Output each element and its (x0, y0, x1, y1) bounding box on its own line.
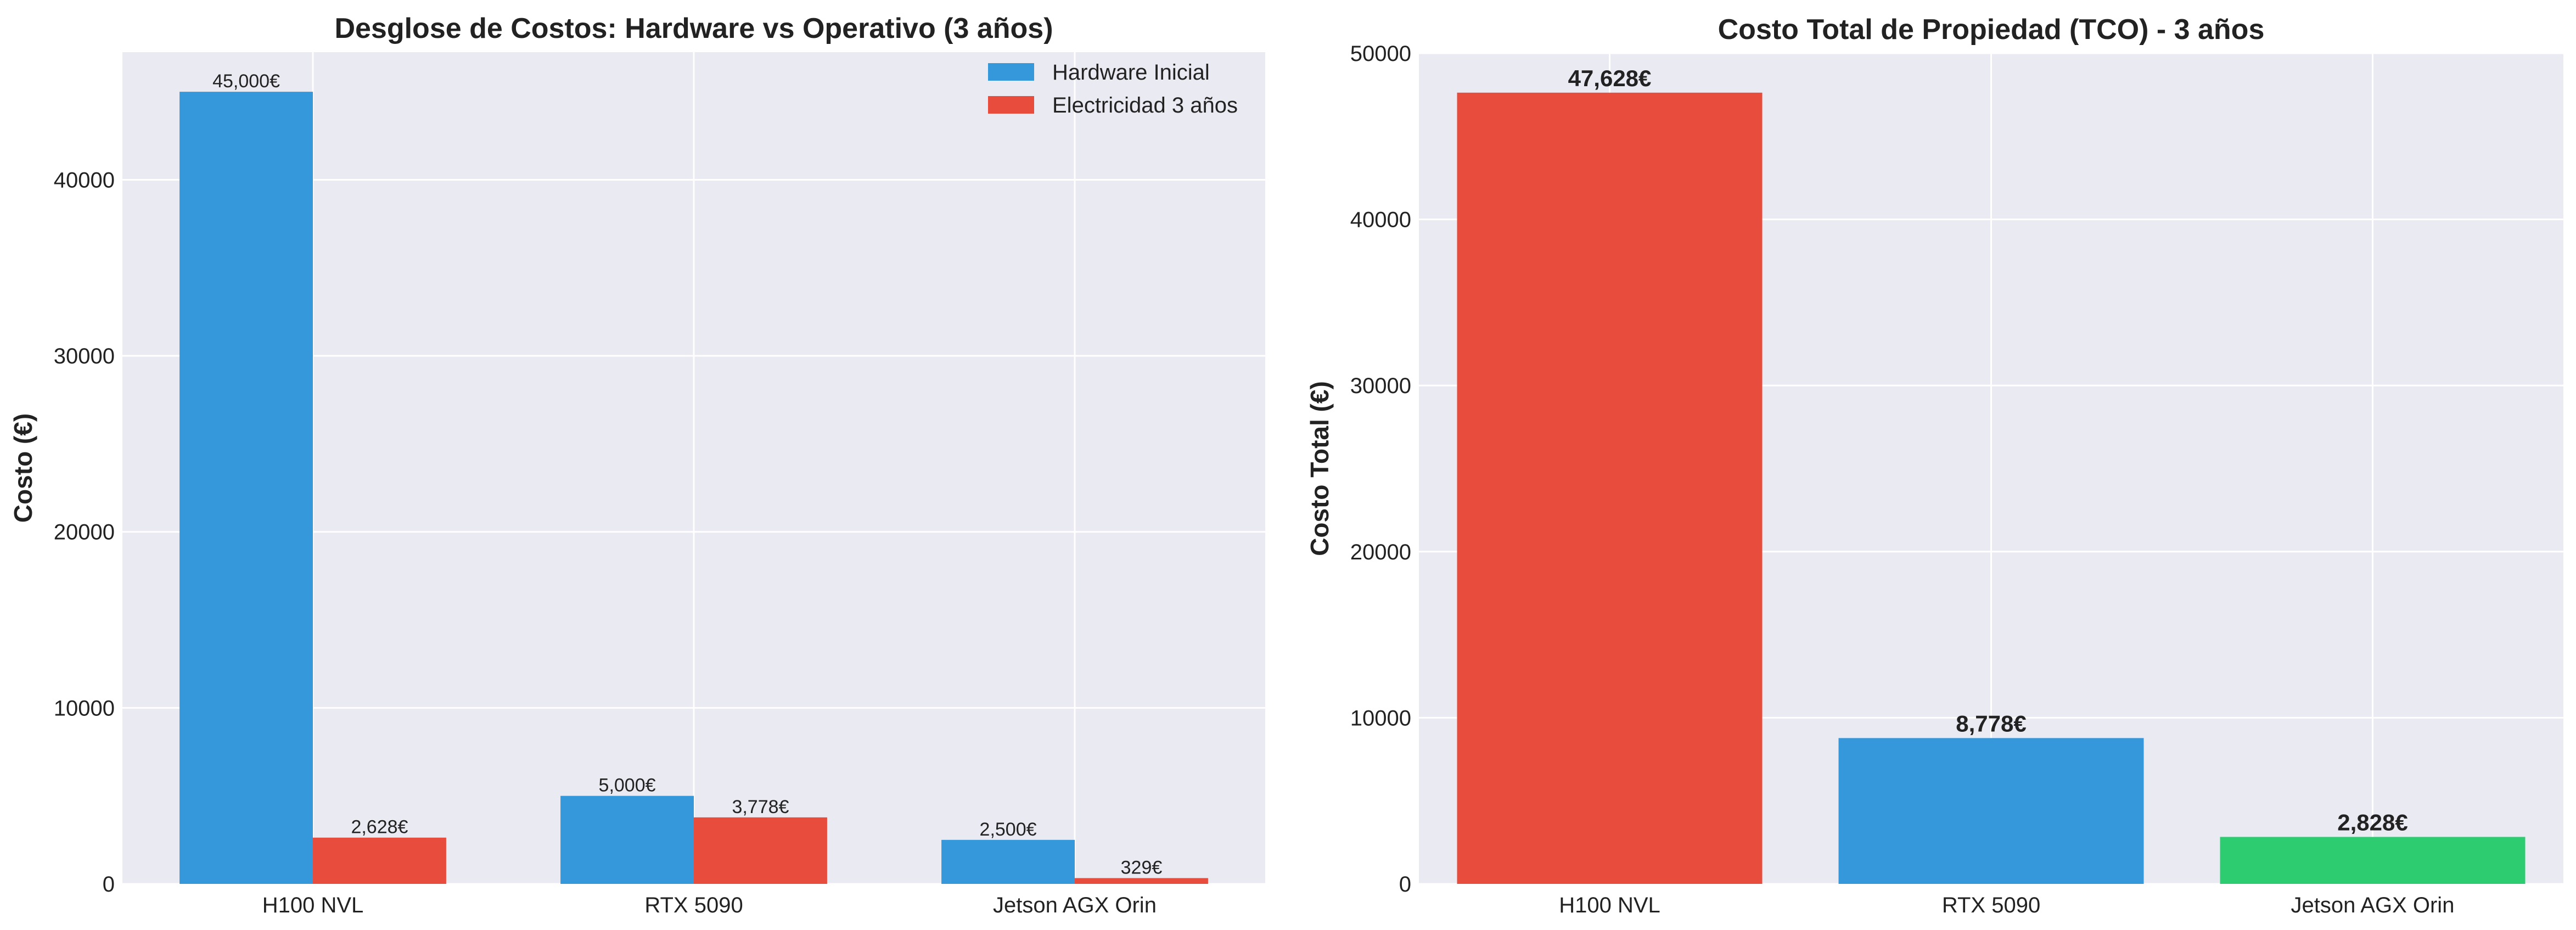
chart2-y-axis-label: Costo Total (€) (1305, 381, 1334, 556)
x-tick-label: Jetson AGX Orin (2291, 893, 2455, 917)
y-tick-label: 50000 (1350, 42, 1411, 66)
y-tick-label: 10000 (54, 696, 115, 720)
bar-hardware (941, 839, 1075, 884)
bar-hardware (560, 795, 694, 884)
bar-tco (1457, 92, 1763, 884)
bar-tco (1838, 738, 2144, 884)
y-tick-label: 0 (1399, 872, 1411, 897)
legend-swatch-hardware (988, 63, 1034, 81)
x-tick-label: H100 NVL (262, 893, 364, 917)
x-tick-label: RTX 5090 (1942, 893, 2040, 917)
bar-electricity (1075, 878, 1208, 884)
legend-label-electricity: Electricidad 3 años (1052, 93, 1238, 117)
y-tick-label: 40000 (54, 168, 115, 192)
bar-value-label: 45,000€ (212, 71, 280, 92)
chart1-y-axis-label: Costo (€) (9, 413, 37, 523)
chart1-legend: Hardware Inicial Electricidad 3 años (988, 60, 1238, 117)
x-tick-label: Jetson AGX Orin (993, 893, 1157, 917)
x-tick-label: H100 NVL (1559, 893, 1660, 917)
chart-tco: 47,628€ 8,778€ 2,828€ 0 10000 20000 30000 4000… (1305, 14, 2563, 917)
y-tick-label: 20000 (54, 520, 115, 545)
y-tick-label: 30000 (54, 344, 115, 368)
bar-value-label: 5,000€ (599, 775, 656, 796)
bar-electricity (694, 817, 827, 884)
bar-value-label: 2,828€ (2337, 809, 2407, 835)
bar-value-label: 3,778€ (732, 797, 789, 817)
bar-value-label: 47,628€ (1568, 65, 1652, 91)
bar-value-label: 329€ (1121, 857, 1163, 878)
y-tick-label: 0 (103, 872, 115, 897)
chart2-title: Costo Total de Propiedad (TCO) - 3 años (1718, 14, 2265, 46)
legend-label-hardware: Hardware Inicial (1052, 60, 1210, 85)
legend-swatch-electricity (988, 96, 1034, 114)
y-tick-label: 20000 (1350, 540, 1411, 564)
bar-tco (2220, 837, 2526, 884)
y-tick-label: 40000 (1350, 208, 1411, 232)
chart-cost-breakdown: 45,000€ 5,000€ 2,500€ 2,628€ 3,778€ 329€ 0 100… (9, 13, 1265, 917)
chart1-title: Desglose de Costos: Hardware vs Operativ… (334, 13, 1053, 44)
bar-hardware (179, 92, 313, 884)
bar-value-label: 8,778€ (1956, 710, 2026, 736)
y-tick-label: 30000 (1350, 374, 1411, 398)
x-tick-label: RTX 5090 (644, 893, 743, 917)
bar-electricity (313, 837, 446, 884)
bar-value-label: 2,500€ (980, 819, 1037, 840)
y-tick-label: 10000 (1350, 706, 1411, 730)
bar-value-label: 2,628€ (351, 817, 408, 838)
